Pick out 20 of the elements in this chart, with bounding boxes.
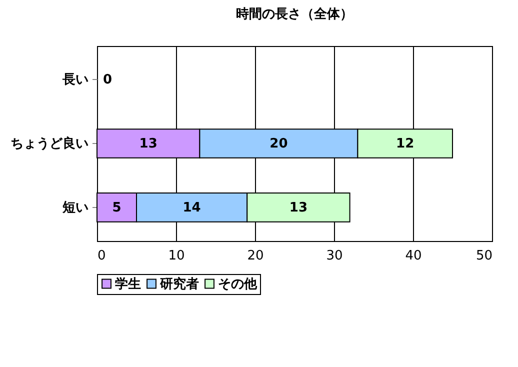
y-tick-label: 短い: [62, 200, 88, 216]
legend-label: 学生: [115, 276, 141, 292]
x-tick-label: 30: [326, 248, 343, 264]
chart-title: 時間の長さ（全体）: [236, 7, 353, 22]
x-tick-label: 40: [405, 248, 422, 264]
data-label: 13: [289, 200, 308, 216]
data-label: 12: [396, 136, 414, 152]
y-tick-label: ちょうど良い: [10, 136, 88, 152]
data-label: 5: [112, 200, 122, 216]
x-tick-label: 0: [98, 248, 106, 264]
data-label: 0: [103, 72, 112, 88]
legend-label: 研究者: [159, 276, 199, 292]
y-tick-label: 長い: [62, 72, 88, 88]
legend-label: その他: [218, 276, 258, 292]
data-label: 13: [139, 136, 158, 152]
x-tick-label: 10: [168, 248, 185, 264]
data-label: 14: [182, 200, 201, 216]
data-label: 20: [270, 136, 288, 152]
x-tick-label: 50: [476, 248, 492, 264]
x-tick-label: 20: [247, 248, 264, 264]
